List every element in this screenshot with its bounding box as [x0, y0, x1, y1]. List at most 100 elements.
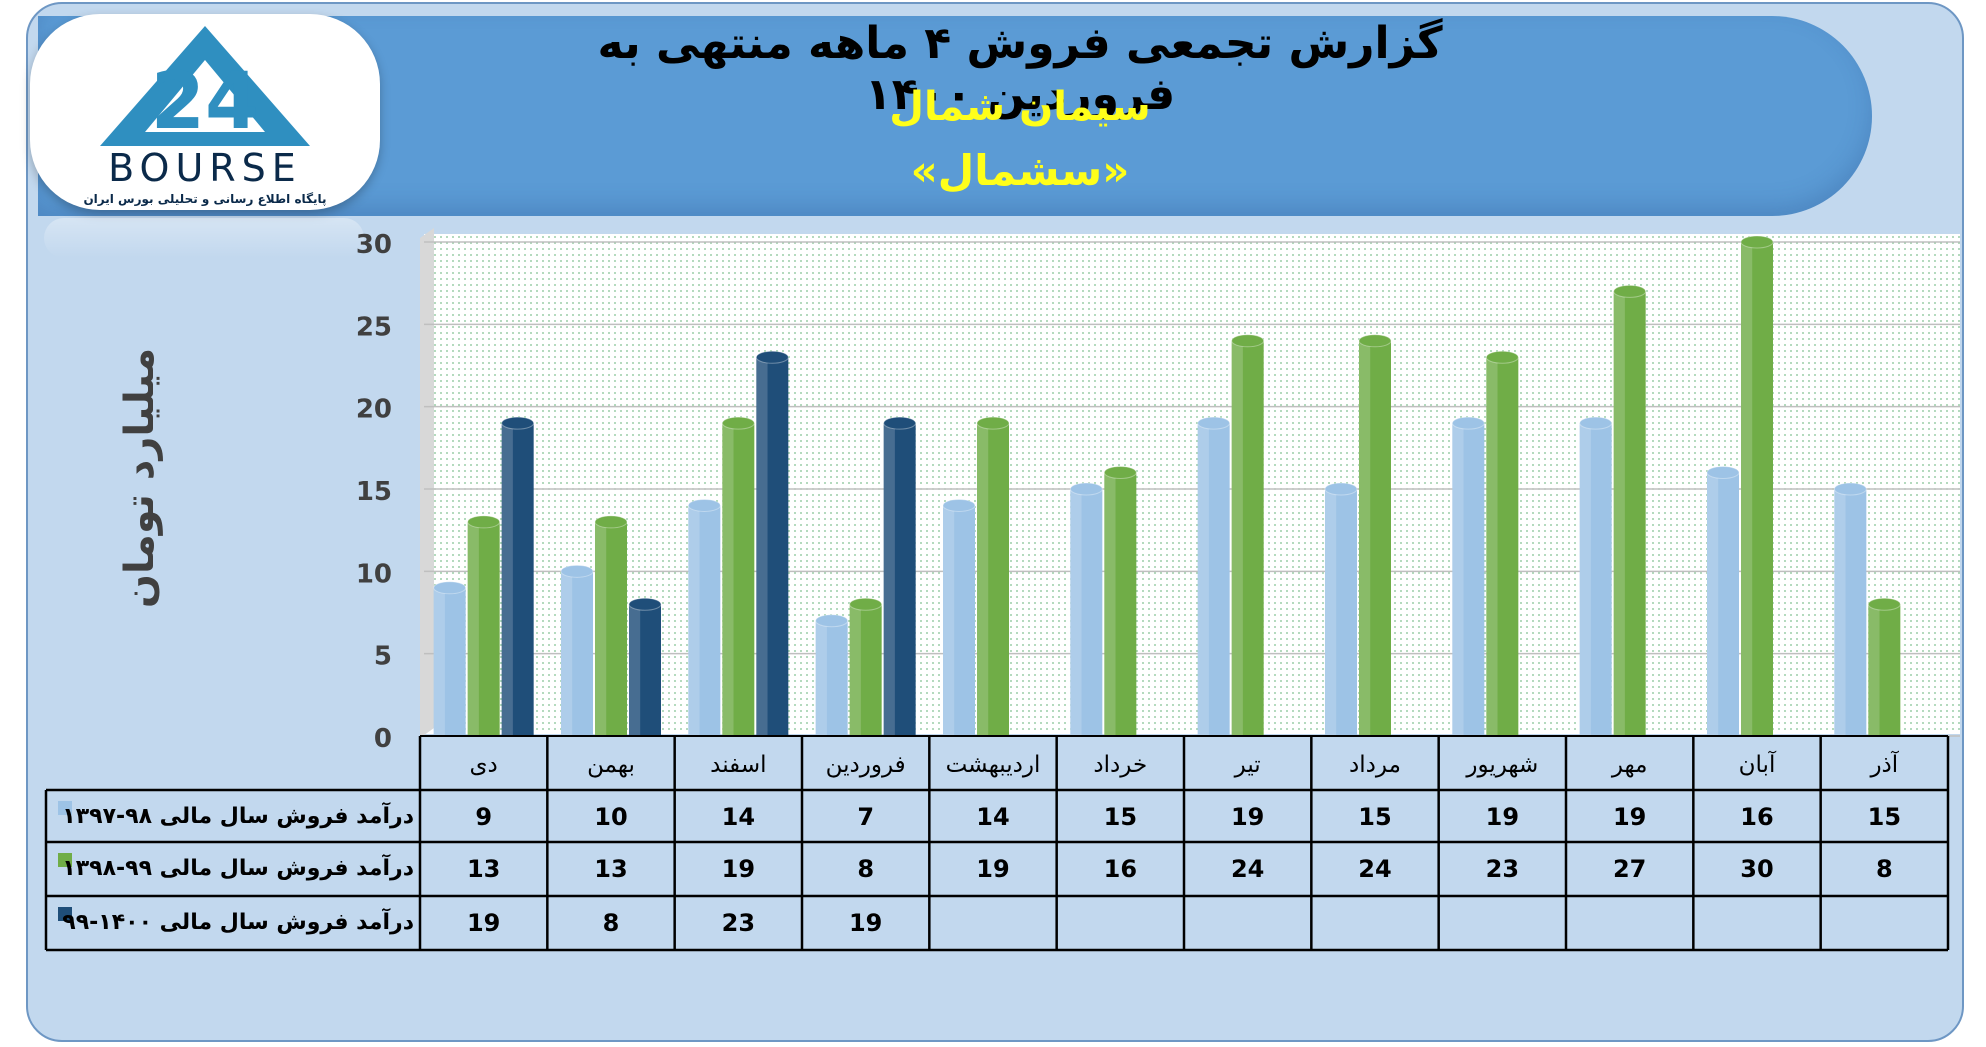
data-label: 24 — [1231, 855, 1264, 883]
bar-cap — [629, 598, 661, 610]
data-label: 8 — [603, 909, 620, 937]
bar-highlight — [468, 522, 479, 736]
data-label: 30 — [1740, 855, 1773, 883]
data-label: 19 — [1231, 803, 1264, 831]
x-tick-label: آبان — [1739, 750, 1777, 778]
bar — [1232, 335, 1264, 736]
data-label: 27 — [1613, 855, 1646, 883]
bar-cap — [816, 615, 848, 627]
bar-highlight — [1325, 489, 1336, 736]
bar-highlight — [1486, 357, 1497, 736]
bar — [468, 516, 500, 736]
bar-cap — [1614, 285, 1646, 297]
bar-cap — [468, 516, 500, 528]
bar-cap — [1070, 483, 1102, 495]
bar — [977, 417, 1009, 736]
bar-highlight — [977, 423, 988, 736]
bar-cap — [1232, 335, 1264, 347]
data-label: 15 — [1358, 803, 1391, 831]
x-tick-label: تیر — [1234, 752, 1261, 778]
data-label: 19 — [1486, 803, 1519, 831]
bar-cap — [1868, 598, 1900, 610]
plot-side-wall — [420, 228, 434, 738]
y-tick-label: 5 — [374, 642, 392, 672]
bar-highlight — [1614, 291, 1625, 736]
bar — [688, 499, 720, 736]
bar-highlight — [1232, 341, 1243, 736]
bar-highlight — [561, 571, 572, 736]
bar — [561, 565, 593, 736]
data-label: 23 — [1486, 855, 1519, 883]
bar-cap — [884, 417, 916, 429]
bar-cap — [1359, 335, 1391, 347]
data-label: 8 — [857, 855, 874, 883]
bar-cap — [1452, 417, 1484, 429]
legend-label: درآمد فروش سال مالی ۱۴۰۰-۹۹ — [62, 907, 414, 935]
y-tick-label: 25 — [356, 312, 392, 342]
bar — [850, 598, 882, 736]
bar — [629, 598, 661, 736]
bar — [1614, 285, 1646, 736]
bar-cap — [1741, 236, 1773, 248]
bar — [1868, 598, 1900, 736]
x-tick-label: مهر — [1611, 752, 1648, 778]
x-tick-label: بهمن — [587, 752, 635, 778]
bar — [1198, 417, 1230, 736]
bar — [1834, 483, 1866, 736]
bar-highlight — [688, 505, 699, 736]
data-label: 16 — [1104, 855, 1137, 883]
legend-label: درآمد فروش سال مالی ۹۸-۱۳۹۷ — [62, 801, 414, 829]
bar — [816, 615, 848, 736]
y-tick-label: 0 — [374, 724, 392, 754]
bar-cap — [502, 417, 534, 429]
data-label: 16 — [1740, 803, 1773, 831]
bar-cap — [943, 499, 975, 511]
data-label: 19 — [722, 855, 755, 883]
bar-cap — [688, 499, 720, 511]
bar-cap — [850, 598, 882, 610]
data-label: 13 — [467, 855, 500, 883]
bar — [1580, 417, 1612, 736]
bar-highlight — [595, 522, 606, 736]
bar-highlight — [1741, 242, 1752, 736]
bar — [1452, 417, 1484, 736]
bar — [1486, 351, 1518, 736]
x-tick-label: مرداد — [1349, 752, 1401, 778]
bar — [756, 351, 788, 736]
bar-highlight — [1198, 423, 1209, 736]
data-label: 15 — [1104, 803, 1137, 831]
data-label: 14 — [722, 803, 755, 831]
data-label: 19 — [849, 909, 882, 937]
x-tick-label: اسفند — [710, 752, 766, 778]
y-tick-label: 30 — [356, 230, 392, 260]
bar — [595, 516, 627, 736]
data-label: 19 — [467, 909, 500, 937]
data-label: 9 — [475, 803, 492, 831]
bar-highlight — [756, 357, 767, 736]
bar-highlight — [1070, 489, 1081, 736]
bar-cap — [595, 516, 627, 528]
bar-cap — [1325, 483, 1357, 495]
bar-cap — [561, 565, 593, 577]
bar-highlight — [1580, 423, 1591, 736]
data-label: 19 — [1613, 803, 1646, 831]
bar — [434, 582, 466, 736]
data-label: 14 — [976, 803, 1009, 831]
data-label: 23 — [722, 909, 755, 937]
bar-highlight — [816, 621, 827, 736]
data-label: 19 — [976, 855, 1009, 883]
bar-highlight — [722, 423, 733, 736]
bar-cap — [756, 351, 788, 363]
data-label: 8 — [1876, 855, 1893, 883]
legend-label: درآمد فروش سال مالی ۹۹-۱۳۹۸ — [62, 853, 414, 881]
bar-highlight — [1868, 604, 1879, 736]
data-label: 24 — [1358, 855, 1391, 883]
bar-highlight — [850, 604, 861, 736]
bar-highlight — [884, 423, 895, 736]
bar-cap — [1198, 417, 1230, 429]
bar — [1104, 467, 1136, 736]
y-tick-label: 10 — [356, 559, 392, 589]
data-label: 10 — [594, 803, 627, 831]
bar-cap — [1707, 467, 1739, 479]
